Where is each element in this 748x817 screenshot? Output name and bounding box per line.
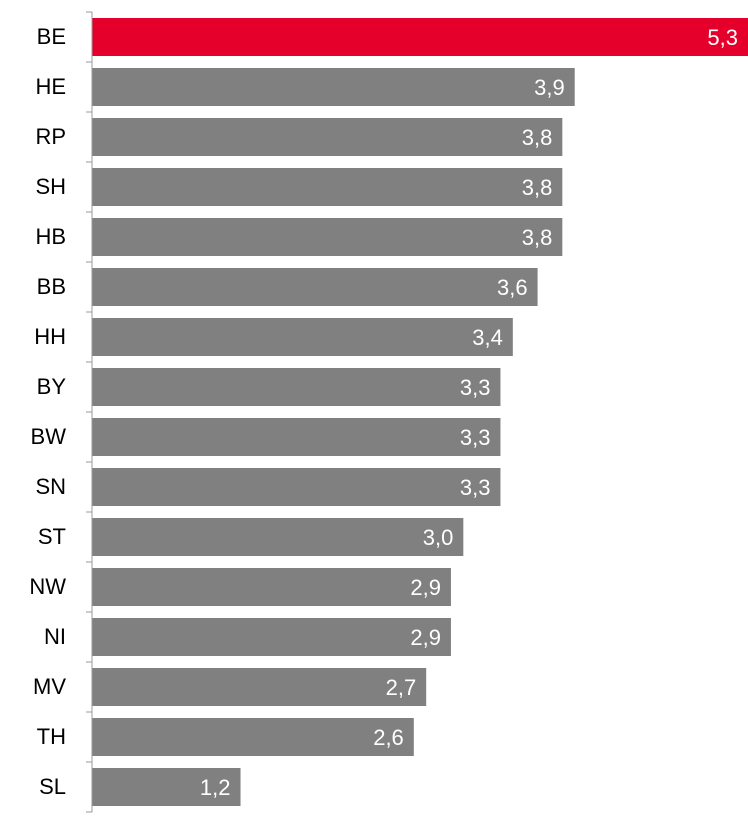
value-label: 2,9 xyxy=(410,625,441,650)
value-label: 3,8 xyxy=(522,125,553,150)
value-label: 2,9 xyxy=(410,575,441,600)
y-tick-label: ST xyxy=(38,524,66,549)
bar xyxy=(92,68,575,106)
bar xyxy=(92,668,427,706)
value-label: 3,3 xyxy=(460,475,491,500)
bar xyxy=(92,768,241,806)
y-tick-label: BY xyxy=(37,374,67,399)
bar xyxy=(92,18,748,56)
y-tick-label: HB xyxy=(35,224,66,249)
bar xyxy=(92,418,501,456)
value-label: 1,2 xyxy=(200,775,231,800)
value-label: 3,8 xyxy=(522,225,553,250)
bar xyxy=(92,368,501,406)
value-label: 2,7 xyxy=(386,675,417,700)
bar xyxy=(92,118,563,156)
y-tick-label: BE xyxy=(37,24,66,49)
y-tick-label: SH xyxy=(35,174,66,199)
bar xyxy=(92,468,501,506)
y-tick-label: BW xyxy=(31,424,67,449)
y-tick-label: NW xyxy=(29,574,66,599)
value-label: 3,4 xyxy=(472,325,503,350)
bar xyxy=(92,618,451,656)
y-tick-label: MV xyxy=(33,674,66,699)
y-tick-label: HE xyxy=(35,74,66,99)
value-label: 3,3 xyxy=(460,425,491,450)
value-label: 3,3 xyxy=(460,375,491,400)
value-label: 3,8 xyxy=(522,175,553,200)
value-label: 3,0 xyxy=(423,525,454,550)
bar xyxy=(92,718,414,756)
value-label: 2,6 xyxy=(373,725,404,750)
bar xyxy=(92,268,538,306)
bar xyxy=(92,218,563,256)
value-label: 3,6 xyxy=(497,275,528,300)
bar xyxy=(92,518,464,556)
y-tick-label: RP xyxy=(35,124,66,149)
y-tick-label: SL xyxy=(39,774,66,799)
bar xyxy=(92,568,451,606)
bar xyxy=(92,168,563,206)
bar xyxy=(92,318,513,356)
y-tick-label: BB xyxy=(37,274,66,299)
y-tick-label: SN xyxy=(35,474,66,499)
y-tick-label: NI xyxy=(44,624,66,649)
value-label: 3,9 xyxy=(534,75,565,100)
y-tick-label: TH xyxy=(37,724,66,749)
value-label: 5,3 xyxy=(707,25,738,50)
y-tick-label: HH xyxy=(34,324,66,349)
